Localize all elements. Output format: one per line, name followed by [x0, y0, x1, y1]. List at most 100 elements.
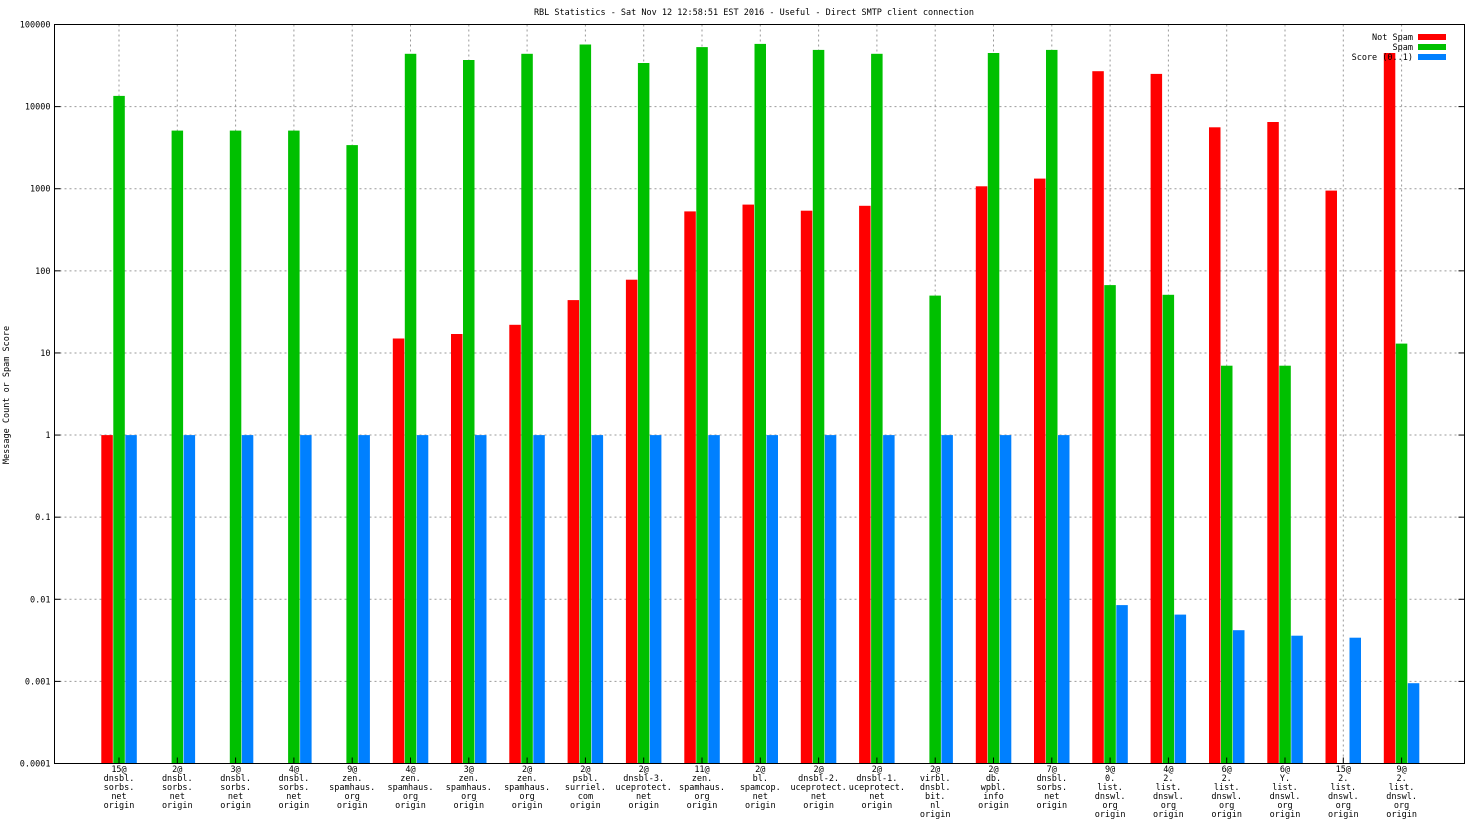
x-category-label: Y. [1280, 774, 1290, 784]
bar-score-0-1-4 [358, 435, 370, 764]
x-category-label: 3@ [230, 765, 240, 775]
bar-score-0-1-16 [1058, 435, 1070, 764]
x-category-label: uceprotect. [790, 783, 846, 793]
bar-score-0-1-2 [241, 435, 254, 764]
bar-score-0-1-20 [1291, 635, 1303, 764]
bar-score-0-1-11 [766, 435, 778, 764]
y-tick-label: 1 [45, 431, 50, 441]
bar-spam-18 [1162, 294, 1175, 764]
bar-spam-9 [637, 63, 650, 764]
x-category-label: list. [1389, 783, 1415, 793]
x-category-label: 6@ [1280, 765, 1290, 775]
x-category-label: 15@ [111, 765, 126, 775]
x-category-label: dnswl. [1211, 792, 1242, 802]
x-category-label: zen. [517, 774, 537, 784]
x-category-label: sorbs. [220, 783, 251, 793]
bar-score-0-1-7 [533, 435, 545, 764]
bar-not-spam-13 [859, 205, 871, 764]
y-tick-label: 10 [40, 349, 50, 359]
x-category-label: dnswl. [1153, 792, 1184, 802]
x-category-label: 4@ [289, 765, 299, 775]
x-category-label: 2. [1163, 774, 1173, 784]
x-category-label: origin [395, 801, 426, 811]
x-category-label: origin [1095, 810, 1126, 820]
x-category-label: spamhaus. [446, 783, 492, 793]
x-category-label: uceprotect. [849, 783, 905, 793]
x-category-label: 4@ [405, 765, 415, 775]
x-category-label: org [1219, 801, 1234, 811]
bar-not-spam-5 [392, 338, 405, 764]
x-category-label: zen. [342, 774, 362, 784]
x-category-label: 9@ [1396, 765, 1406, 775]
y-tick-label: 100 [35, 267, 50, 277]
x-category-label: sorbs. [162, 783, 193, 793]
x-category-label: origin [1386, 810, 1417, 820]
bar-spam-1 [171, 130, 184, 764]
y-tick-label: 100000 [20, 21, 51, 31]
x-category-label: dnswl. [1328, 792, 1359, 802]
bar-not-spam-17 [1092, 71, 1104, 764]
x-category-label: 15@ [1336, 765, 1351, 775]
x-category-label: list. [1331, 783, 1357, 793]
y-tick-label: 0.01 [30, 595, 50, 605]
bar-score-0-1-22 [1407, 683, 1420, 764]
x-category-label: list. [1156, 783, 1182, 793]
x-category-label: 4@ [1163, 765, 1173, 775]
x-category-label: org [345, 792, 360, 802]
bar-score-0-1-0 [125, 435, 137, 764]
x-category-label: net [1044, 792, 1059, 802]
bar-spam-14 [929, 295, 941, 764]
x-category-label: net [111, 792, 126, 802]
y-tick-label: 1000 [30, 185, 50, 195]
x-category-label: list. [1214, 783, 1240, 793]
x-category-label: dnsbl-3. [623, 774, 664, 784]
bar-score-0-1-21 [1349, 637, 1361, 764]
legend-swatch [1418, 44, 1446, 50]
x-category-label: net [869, 792, 884, 802]
legend-label: Not Spam [1372, 33, 1413, 43]
x-category-label: 2@ [930, 765, 940, 775]
bar-score-0-1-15 [999, 435, 1012, 764]
x-category-label: net [286, 792, 301, 802]
bar-score-0-1-18 [1174, 614, 1187, 764]
x-category-label: origin [745, 801, 776, 811]
bar-spam-10 [696, 47, 708, 764]
x-category-label: list. [1097, 783, 1123, 793]
x-category-label: net [636, 792, 651, 802]
bar-not-spam-16 [1034, 178, 1046, 764]
x-category-label: virbl. [920, 774, 951, 784]
x-category-label: psbl. [573, 774, 599, 784]
x-category-label: 2. [1396, 774, 1406, 784]
x-category-label: origin [220, 801, 251, 811]
x-category-label: sorbs. [279, 783, 310, 793]
bar-not-spam-22 [1383, 53, 1396, 764]
x-category-label: 3@ [464, 765, 474, 775]
x-category-label: 2. [1338, 774, 1348, 784]
y-axis-label: Message Count or Spam Score [2, 326, 12, 464]
x-category-label: origin [628, 801, 659, 811]
x-category-label: sorbs. [104, 783, 135, 793]
bar-spam-19 [1221, 365, 1233, 764]
bar-spam-7 [521, 53, 533, 764]
x-category-label: origin [978, 801, 1009, 811]
bar-spam-6 [463, 60, 475, 764]
bar-spam-13 [871, 53, 883, 764]
bar-score-0-1-3 [300, 435, 312, 764]
x-category-label: spamhaus. [329, 783, 375, 793]
x-category-label: origin [279, 801, 310, 811]
bar-spam-3 [288, 130, 300, 764]
bar-spam-20 [1279, 365, 1291, 764]
x-category-label: 2@ [813, 765, 823, 775]
x-category-label: sorbs. [1036, 783, 1067, 793]
x-category-label: dnsbl-2. [798, 774, 839, 784]
bar-spam-0 [113, 95, 125, 764]
bar-not-spam-18 [1150, 73, 1163, 764]
bar-score-0-1-5 [416, 435, 429, 764]
x-category-label: origin [920, 810, 951, 820]
x-category-label: origin [104, 801, 135, 811]
x-category-label: 11@ [694, 765, 709, 775]
x-category-label: dnsbl. [220, 774, 251, 784]
legend-swatch [1418, 34, 1446, 40]
x-category-label: org [694, 792, 709, 802]
